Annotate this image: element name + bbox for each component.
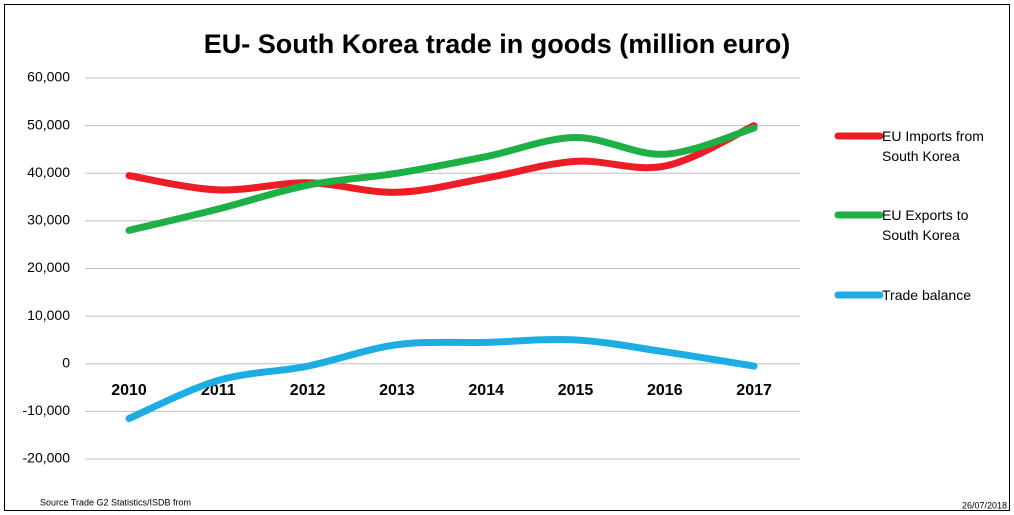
chart-title: EU- South Korea trade in goods (million … <box>204 29 791 59</box>
y-tick-label: -10,000 <box>23 402 71 418</box>
x-tick-label: 2016 <box>647 382 683 399</box>
x-tick-label: 2010 <box>111 382 147 399</box>
data-line <box>125 124 758 234</box>
y-tick-label: 10,000 <box>27 307 70 323</box>
y-tick-label: 20,000 <box>27 259 70 275</box>
x-tick-label: 2017 <box>736 382 772 399</box>
y-tick-label: 50,000 <box>27 116 70 132</box>
data-line <box>125 122 758 196</box>
source-note: Source Trade G2 Statistics/ISDB from <box>40 497 191 507</box>
x-tick-label: 2012 <box>290 382 326 399</box>
x-tick-label: 2015 <box>558 382 594 399</box>
data-line <box>125 335 758 423</box>
legend-label: Trade balance <box>882 287 971 303</box>
y-tick-label: 30,000 <box>27 212 70 228</box>
y-tick-label: 0 <box>62 354 70 370</box>
y-tick-label: 60,000 <box>27 69 70 85</box>
y-tick-label: 40,000 <box>27 164 70 180</box>
x-tick-label: 2014 <box>468 382 504 399</box>
x-tick-label: 2013 <box>379 382 415 399</box>
y-tick-label: -20,000 <box>23 450 71 466</box>
frame <box>4 4 1010 511</box>
date-note: 26/07/2018 <box>962 500 1007 510</box>
legend-label: EU Imports from South Korea <box>882 128 984 164</box>
legend-label: EU Exports to South Korea <box>882 207 969 243</box>
